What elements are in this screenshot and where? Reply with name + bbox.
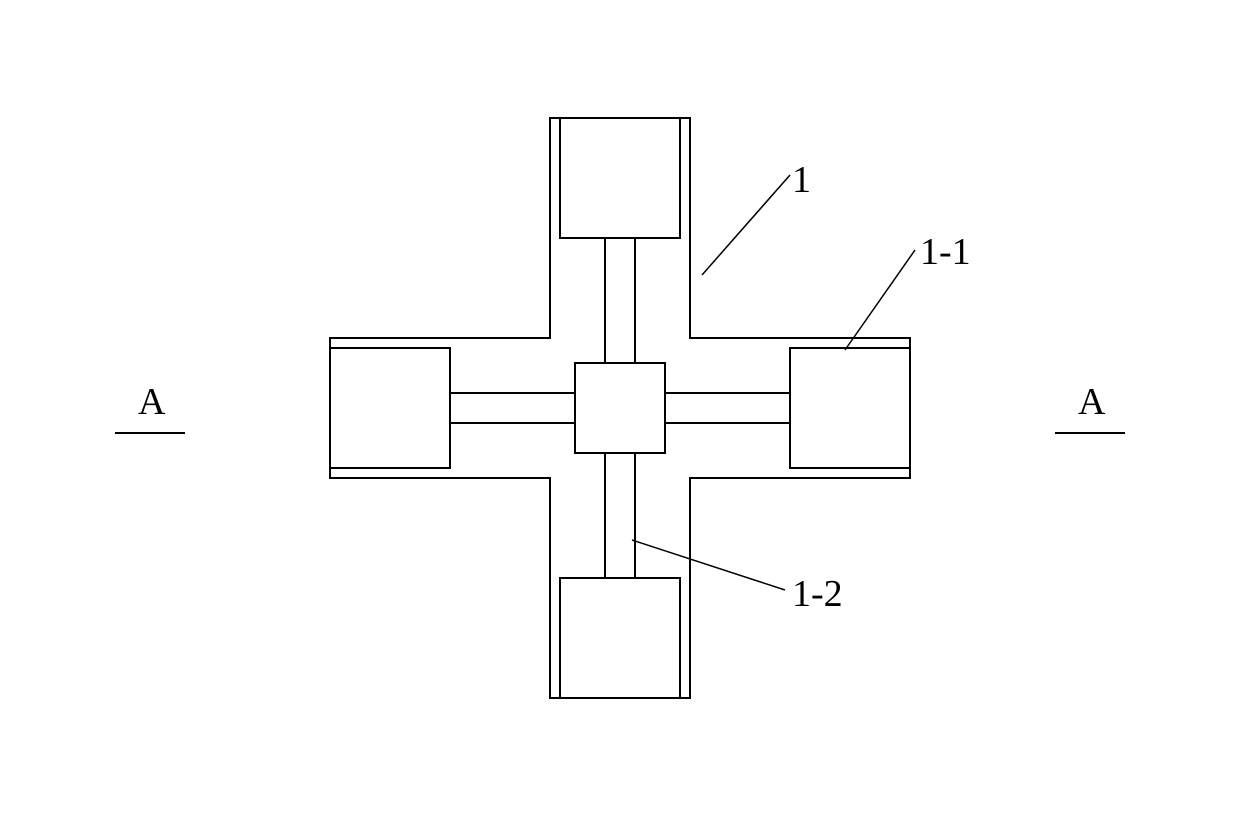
callout-label-1: 1 [792, 158, 811, 202]
technical-diagram: A A 1 1-1 1-2 [0, 0, 1240, 816]
callout-label-1-2: 1-2 [792, 572, 843, 616]
section-mark-left-label: A [138, 380, 165, 424]
diagram-svg [0, 0, 1240, 816]
callout-label-1-1: 1-1 [920, 230, 971, 274]
section-mark-right-label: A [1078, 380, 1105, 424]
